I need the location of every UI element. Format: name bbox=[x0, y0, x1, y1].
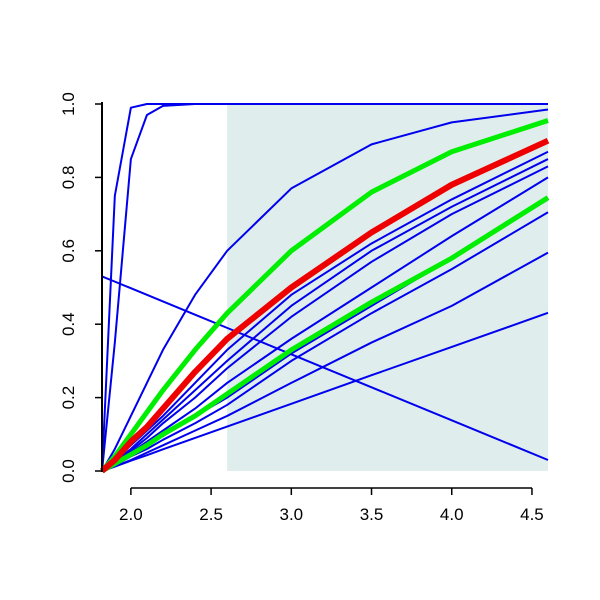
series-line bbox=[100, 137, 550, 474]
y-tick-label: 1.0 bbox=[59, 92, 78, 116]
x-tick-label: 2.5 bbox=[199, 505, 223, 524]
series-line bbox=[101, 311, 549, 472]
x-tick-label: 3.5 bbox=[360, 505, 384, 524]
y-tick-label: 0.4 bbox=[59, 312, 78, 336]
y-tick-label: 0.8 bbox=[59, 166, 78, 190]
x-tick-label: 2.0 bbox=[119, 505, 143, 524]
y-tick-label: 0.0 bbox=[59, 459, 78, 483]
series-line bbox=[101, 103, 548, 472]
x-tick-label: 4.0 bbox=[440, 505, 464, 524]
series-line bbox=[100, 195, 550, 474]
x-tick-label: 3.0 bbox=[279, 505, 303, 524]
x-tick-label: 4.5 bbox=[520, 505, 544, 524]
shaded-region bbox=[227, 104, 548, 471]
series-line bbox=[101, 158, 549, 472]
y-tick-label: 0.2 bbox=[59, 386, 78, 410]
y-tick-label: 0.6 bbox=[59, 239, 78, 263]
series-line bbox=[101, 108, 549, 472]
series-line bbox=[100, 118, 549, 473]
series-line bbox=[101, 275, 549, 461]
